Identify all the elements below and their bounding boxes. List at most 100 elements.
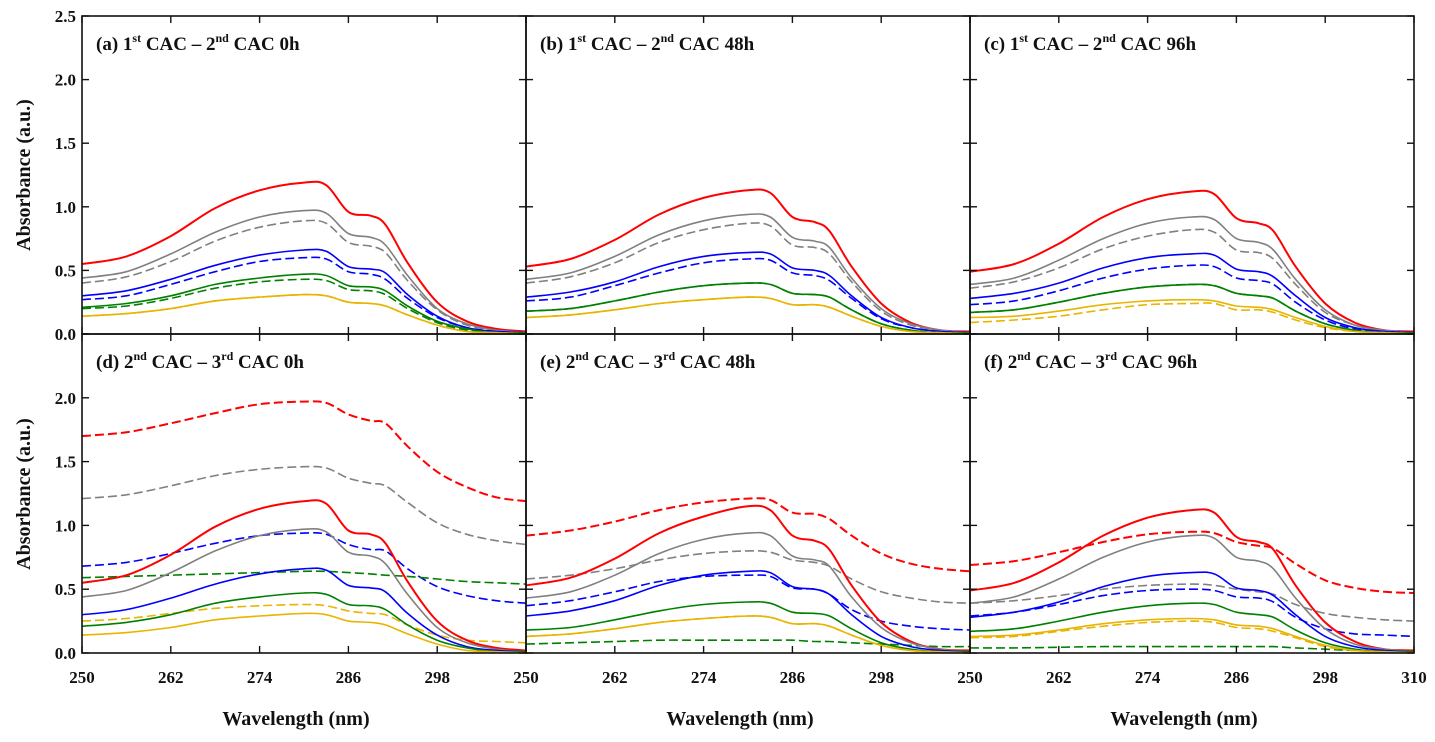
series-line-solid: [525, 213, 971, 334]
series-line-dashed: [525, 257, 971, 334]
series-line-solid: [81, 499, 527, 652]
panel-title-f: (f) 2nd CAC – 3rd CAC 96h: [984, 349, 1198, 373]
series-line-solid: [969, 215, 1415, 334]
title-text: (d) 2: [96, 352, 133, 373]
y-tick-label: 2.0: [55, 71, 76, 90]
title-text: CAC 48h: [674, 34, 755, 55]
series-line-solid: [525, 504, 971, 652]
title-text: CAC 48h: [675, 352, 756, 373]
y-tick-label: 1.0: [55, 198, 76, 217]
series-line-solid: [81, 273, 527, 334]
series-line-dashed: [525, 296, 971, 335]
panel-title-a: (a) 1st CAC – 2nd CAC 0h: [96, 31, 300, 55]
series-line-solid: [525, 531, 971, 653]
x-tick-label: 286: [780, 668, 806, 687]
series-line-dashed: [525, 639, 971, 648]
series-line-solid: [969, 283, 1415, 334]
title-text: (a) 1: [96, 34, 132, 55]
series-line-dashed: [81, 532, 527, 604]
series-line-dashed: [81, 256, 527, 334]
title-text: (e) 2: [540, 352, 575, 373]
y-tick-label: 0.0: [55, 644, 76, 663]
x-axis-title-2: Wavelength (nm): [666, 708, 813, 730]
panel-frame: [969, 15, 1415, 335]
series-line-dashed: [969, 302, 1415, 335]
series-line-dashed: [969, 588, 1415, 638]
x-axis-title-3: Wavelength (nm): [1110, 708, 1257, 730]
title-superscript: nd: [1102, 31, 1116, 45]
x-tick-label: 250: [69, 668, 95, 687]
y-tick-label: 2.5: [55, 7, 76, 26]
series-line-solid: [81, 567, 527, 653]
x-tick-label: 274: [691, 668, 717, 687]
panel-d-curves: [81, 400, 527, 654]
title-superscript: nd: [661, 31, 675, 45]
title-superscript: st: [132, 31, 141, 45]
title-text: CAC – 3: [589, 352, 663, 373]
y-axis-title-bottom: Absorbance (a.u.): [13, 418, 35, 570]
series-line-solid: [969, 252, 1415, 334]
x-axis-title-1: Wavelength (nm): [222, 708, 369, 730]
series-line-solid: [81, 248, 527, 334]
series-line-dashed: [969, 228, 1415, 334]
x-tick-label: 250: [513, 668, 539, 687]
series-line-dashed: [525, 497, 971, 573]
series-line-dashed: [81, 570, 527, 585]
series-line-solid: [969, 617, 1415, 654]
x-tick-label: 298: [424, 668, 450, 687]
x-tick-label: 298: [868, 668, 894, 687]
series-line-solid: [525, 570, 971, 653]
series-line-solid: [525, 282, 971, 334]
title-superscript: nd: [1017, 349, 1031, 363]
x-tick-label: 310: [1401, 668, 1427, 687]
series-line-solid: [969, 534, 1415, 653]
series-line-solid: [81, 527, 527, 653]
title-text: CAC – 3: [1031, 352, 1105, 373]
title-superscript: st: [1019, 31, 1028, 45]
panel-c-curves: [969, 189, 1415, 335]
title-superscript: st: [577, 31, 586, 45]
x-tick-label: 250: [957, 668, 983, 687]
x-tick-label: 286: [1224, 668, 1250, 687]
y-axis-title-top: Absorbance (a.u.): [13, 99, 35, 251]
series-line-solid: [525, 251, 971, 334]
title-superscript: nd: [216, 31, 230, 45]
series-line-dashed: [525, 574, 971, 631]
y-tick-label: 1.5: [55, 134, 76, 153]
series-line-dashed: [525, 222, 971, 334]
title-text: (c) 1: [984, 34, 1019, 55]
title-text: CAC – 2: [141, 34, 215, 55]
title-superscript: rd: [1105, 349, 1117, 363]
series-line-solid: [525, 188, 971, 333]
series-line-solid: [969, 571, 1415, 653]
title-text: CAC 96h: [1116, 34, 1197, 55]
y-tick-label: 1.5: [55, 453, 76, 472]
panel-title-b: (b) 1st CAC – 2nd CAC 48h: [540, 31, 755, 55]
series-line-solid: [81, 209, 527, 334]
panel-frame: [969, 333, 1415, 654]
title-superscript: rd: [663, 349, 675, 363]
panel-title-c: (c) 1st CAC – 2nd CAC 96h: [984, 31, 1196, 55]
series-line-solid: [525, 600, 971, 653]
series-line-dashed: [81, 219, 527, 334]
panel-frame: [525, 333, 971, 654]
x-tick-label: 298: [1312, 668, 1338, 687]
panel-f-curves: [969, 508, 1415, 654]
series-line-dashed: [81, 465, 527, 546]
title-superscript: rd: [221, 349, 233, 363]
panel-title-d: (d) 2nd CAC – 3rd CAC 0h: [96, 349, 304, 373]
title-text: CAC 0h: [229, 34, 300, 55]
frames-layer: [81, 15, 1415, 654]
series-line-dashed: [81, 293, 527, 335]
y-tick-label: 0.5: [55, 580, 76, 599]
labels-layer: 0.00.51.01.52.02.5(a) 1st CAC – 2nd CAC …: [55, 7, 1427, 687]
y-tick-label: 0.5: [55, 261, 76, 280]
title-text: (f) 2: [984, 352, 1017, 373]
series-line-solid: [81, 180, 527, 333]
panel-frame: [525, 15, 971, 335]
panel-b-curves: [525, 188, 971, 335]
series-line-solid: [969, 189, 1415, 333]
series-line-dashed: [969, 530, 1415, 594]
curves-layer: [81, 180, 1415, 654]
